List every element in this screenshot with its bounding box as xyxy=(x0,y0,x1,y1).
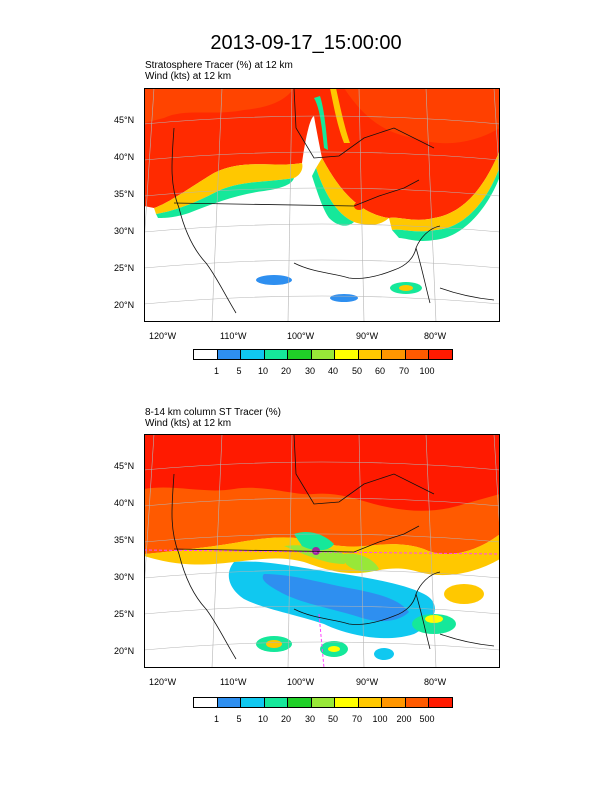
colorbar-label: 70 xyxy=(351,714,363,724)
colorbar-label: 50 xyxy=(327,714,339,724)
panel2-colorbar xyxy=(193,697,453,708)
colorbar-swatch xyxy=(404,349,429,360)
colorbar-swatch xyxy=(263,697,288,708)
colorbar-label: 70 xyxy=(398,366,410,376)
colorbar-label: 1 xyxy=(213,714,220,724)
panel1-colorbar-labels: 1 5 10 20 30 40 50 60 70 100 xyxy=(193,366,453,378)
colorbar-swatch xyxy=(216,697,241,708)
colorbar-label: 5 xyxy=(236,366,242,376)
colorbar-label: 20 xyxy=(280,366,292,376)
colorbar-label: 500 xyxy=(419,714,435,724)
panel2-lon-label: 80°W xyxy=(424,677,447,687)
panel2-lat-label: 20°N xyxy=(114,646,135,656)
panel2-lon-label: 120°W xyxy=(149,677,177,687)
panel1-lat-label: 30°N xyxy=(114,226,135,236)
colorbar-swatch xyxy=(216,349,241,360)
colorbar-label: 100 xyxy=(419,366,435,376)
panel2-lat-label: 25°N xyxy=(114,609,135,619)
panel1-subtitle-line2: Wind (kts) at 12 km xyxy=(145,71,232,82)
figure-title: 2013-09-17_15:00:00 xyxy=(210,32,402,54)
colorbar-swatch xyxy=(404,697,429,708)
colorbar-swatch xyxy=(193,349,218,360)
colorbar-label: 10 xyxy=(257,714,269,724)
colorbar-swatch xyxy=(357,697,382,708)
panel1-colorbar xyxy=(193,349,453,360)
panel2-lon-label: 90°W xyxy=(356,677,379,687)
colorbar-swatch xyxy=(428,349,453,360)
panel1-lat-label: 35°N xyxy=(114,189,135,199)
colorbar-label: 20 xyxy=(280,714,292,724)
panel2-lat-label: 30°N xyxy=(114,572,135,582)
panel1-lat-label: 45°N xyxy=(114,115,135,125)
panel2-map xyxy=(144,434,500,668)
colorbar-swatch xyxy=(263,349,288,360)
colorbar-swatch xyxy=(287,697,312,708)
panel1-lat-label: 25°N xyxy=(114,263,135,273)
panel2-subtitle-line1: 8-14 km column ST Tracer (%) xyxy=(145,407,281,418)
colorbar-label: 40 xyxy=(327,366,339,376)
colorbar-swatch xyxy=(193,697,218,708)
colorbar-label: 30 xyxy=(304,366,316,376)
panel1-lon-label: 100°W xyxy=(287,331,315,341)
panel1-lon-label: 80°W xyxy=(424,331,447,341)
colorbar-swatch xyxy=(310,349,335,360)
panel2-lon-label: 110°W xyxy=(220,677,247,687)
panel2-lat-label: 45°N xyxy=(114,461,135,471)
panel1-lat-label: 40°N xyxy=(114,152,135,162)
colorbar-label: 200 xyxy=(396,714,412,724)
panel1-lon-label: 110°W xyxy=(220,331,247,341)
panel2-colorbar-labels: 1 5 10 20 30 50 70 100 200 500 xyxy=(193,714,453,726)
colorbar-label: 100 xyxy=(372,714,388,724)
colorbar-swatch xyxy=(310,697,335,708)
colorbar-label: 30 xyxy=(304,714,316,724)
colorbar-swatch xyxy=(240,697,265,708)
panel1-lon-label: 90°W xyxy=(356,331,379,341)
colorbar-label: 50 xyxy=(351,366,363,376)
colorbar-swatch xyxy=(334,697,359,708)
panel1-subtitle-line1: Stratosphere Tracer (%) at 12 km xyxy=(145,60,293,71)
panel1-lat-label: 20°N xyxy=(114,300,135,310)
panel2-map-svg xyxy=(144,434,500,668)
colorbar-label: 10 xyxy=(257,366,269,376)
colorbar-label: 60 xyxy=(374,366,386,376)
panel1-map-svg xyxy=(144,88,500,322)
colorbar-swatch xyxy=(428,697,453,708)
panel1-map xyxy=(144,88,500,322)
colorbar-swatch xyxy=(381,697,406,708)
colorbar-swatch xyxy=(381,349,406,360)
panel2-lat-label: 35°N xyxy=(114,535,135,545)
panel1-lon-label: 120°W xyxy=(149,331,177,341)
colorbar-swatch xyxy=(334,349,359,360)
colorbar-swatch xyxy=(240,349,265,360)
panel2-lon-label: 100°W xyxy=(287,677,315,687)
panel2-lat-label: 40°N xyxy=(114,498,135,508)
colorbar-label: 1 xyxy=(213,366,220,376)
colorbar-swatch xyxy=(287,349,312,360)
colorbar-label: 5 xyxy=(236,714,242,724)
colorbar-swatch xyxy=(357,349,382,360)
panel2-subtitle-line2: Wind (kts) at 12 km xyxy=(145,418,232,429)
